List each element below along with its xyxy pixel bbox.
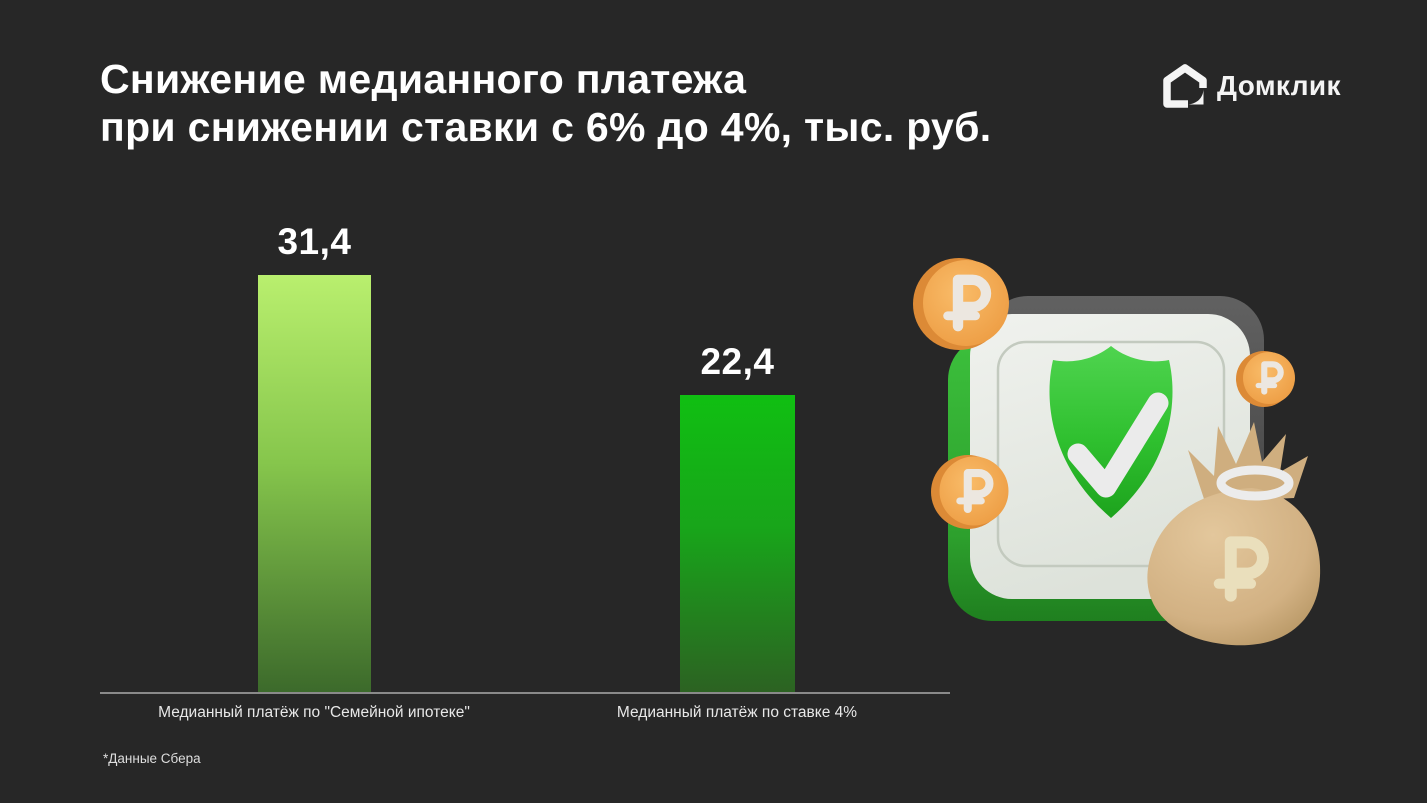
bar-rate-4pct bbox=[680, 395, 795, 692]
ruble-coin-icon bbox=[913, 258, 1009, 350]
checkmark-icon bbox=[1067, 392, 1169, 498]
page-title-line2: при снижении ставки с 6% до 4%, тыс. руб… bbox=[100, 103, 992, 150]
source-footnote: *Данные Сбера bbox=[103, 751, 201, 766]
ruble-coin-icon bbox=[931, 455, 1009, 529]
shield-money-illustration bbox=[913, 258, 1321, 646]
bar-family-mortgage bbox=[258, 275, 371, 692]
x-axis-line bbox=[100, 692, 950, 694]
category-label-family-mortgage: Медианный платёж по "Семейной ипотеке" bbox=[158, 704, 470, 721]
bar-value-label: 31,4 bbox=[277, 221, 352, 262]
money-bag-icon bbox=[1147, 422, 1321, 646]
category-label-rate-4pct: Медианный платёж по ставке 4% bbox=[616, 704, 858, 721]
page-title: Снижение медианного платежа при снижении… bbox=[100, 56, 991, 152]
bar-value-label: 22,4 bbox=[700, 341, 775, 382]
domclick-logo: Домклик bbox=[1163, 64, 1341, 108]
page-title-line1: Снижение медианного платежа bbox=[100, 56, 747, 102]
ruble-coin-icon bbox=[1236, 351, 1295, 407]
shield-check-icon bbox=[1049, 346, 1173, 518]
domclick-house-icon bbox=[1163, 64, 1207, 108]
bar-group-rate-4pct: 22,4 bbox=[680, 341, 795, 692]
domclick-logo-text: Домклик bbox=[1217, 70, 1341, 101]
bar-group-family-mortgage: 31,4 bbox=[258, 221, 371, 692]
bag-rope-tie bbox=[1216, 465, 1294, 501]
